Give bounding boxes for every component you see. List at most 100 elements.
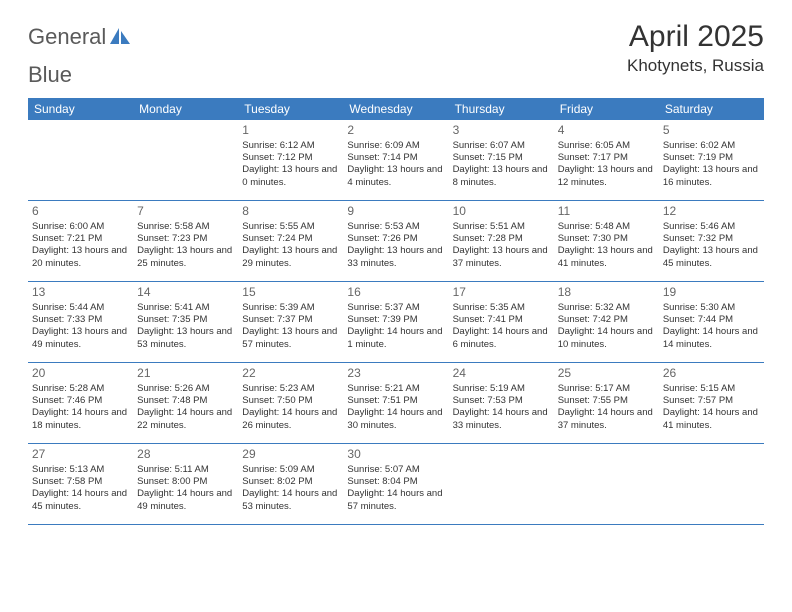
day-number: 9	[347, 204, 444, 220]
sunset-text: Sunset: 8:02 PM	[242, 476, 339, 488]
calendar-week-row: 13Sunrise: 5:44 AMSunset: 7:33 PMDayligh…	[28, 282, 764, 363]
calendar-day-cell	[554, 444, 659, 524]
day-number: 1	[242, 123, 339, 139]
calendar-day-cell: 21Sunrise: 5:26 AMSunset: 7:48 PMDayligh…	[133, 363, 238, 443]
weekday-header: Sunday	[28, 98, 133, 120]
sunset-text: Sunset: 7:37 PM	[242, 314, 339, 326]
daylight-text: Daylight: 13 hours and 16 minutes.	[663, 164, 760, 189]
sunrise-text: Sunrise: 5:13 AM	[32, 464, 129, 476]
calendar-day-cell: 4Sunrise: 6:05 AMSunset: 7:17 PMDaylight…	[554, 120, 659, 200]
sunrise-text: Sunrise: 5:11 AM	[137, 464, 234, 476]
calendar-day-cell: 18Sunrise: 5:32 AMSunset: 7:42 PMDayligh…	[554, 282, 659, 362]
day-number: 3	[453, 123, 550, 139]
day-number: 19	[663, 285, 760, 301]
daylight-text: Daylight: 13 hours and 53 minutes.	[137, 326, 234, 351]
sunrise-text: Sunrise: 6:09 AM	[347, 140, 444, 152]
sunset-text: Sunset: 7:58 PM	[32, 476, 129, 488]
calendar-day-cell: 23Sunrise: 5:21 AMSunset: 7:51 PMDayligh…	[343, 363, 448, 443]
calendar-day-cell: 24Sunrise: 5:19 AMSunset: 7:53 PMDayligh…	[449, 363, 554, 443]
calendar-body: 1Sunrise: 6:12 AMSunset: 7:12 PMDaylight…	[28, 120, 764, 525]
calendar-day-cell: 28Sunrise: 5:11 AMSunset: 8:00 PMDayligh…	[133, 444, 238, 524]
day-number: 11	[558, 204, 655, 220]
calendar-day-cell: 15Sunrise: 5:39 AMSunset: 7:37 PMDayligh…	[238, 282, 343, 362]
daylight-text: Daylight: 13 hours and 4 minutes.	[347, 164, 444, 189]
sunrise-text: Sunrise: 6:12 AM	[242, 140, 339, 152]
sunset-text: Sunset: 8:04 PM	[347, 476, 444, 488]
day-number: 16	[347, 285, 444, 301]
sunset-text: Sunset: 7:33 PM	[32, 314, 129, 326]
daylight-text: Daylight: 13 hours and 49 minutes.	[32, 326, 129, 351]
sunrise-text: Sunrise: 5:51 AM	[453, 221, 550, 233]
day-number: 18	[558, 285, 655, 301]
day-number: 21	[137, 366, 234, 382]
daylight-text: Daylight: 14 hours and 18 minutes.	[32, 407, 129, 432]
calendar-day-cell: 12Sunrise: 5:46 AMSunset: 7:32 PMDayligh…	[659, 201, 764, 281]
calendar-day-cell: 29Sunrise: 5:09 AMSunset: 8:02 PMDayligh…	[238, 444, 343, 524]
day-number: 10	[453, 204, 550, 220]
daylight-text: Daylight: 14 hours and 57 minutes.	[347, 488, 444, 513]
sunrise-text: Sunrise: 5:37 AM	[347, 302, 444, 314]
day-number: 7	[137, 204, 234, 220]
sunset-text: Sunset: 7:44 PM	[663, 314, 760, 326]
daylight-text: Daylight: 13 hours and 37 minutes.	[453, 245, 550, 270]
sunset-text: Sunset: 7:21 PM	[32, 233, 129, 245]
calendar-day-cell: 26Sunrise: 5:15 AMSunset: 7:57 PMDayligh…	[659, 363, 764, 443]
sunset-text: Sunset: 7:48 PM	[137, 395, 234, 407]
day-number: 4	[558, 123, 655, 139]
sunrise-text: Sunrise: 5:23 AM	[242, 383, 339, 395]
day-number: 20	[32, 366, 129, 382]
day-number: 12	[663, 204, 760, 220]
calendar-day-cell	[28, 120, 133, 200]
day-number: 25	[558, 366, 655, 382]
title-block: April 2025 Khotynets, Russia	[627, 20, 764, 76]
daylight-text: Daylight: 14 hours and 10 minutes.	[558, 326, 655, 351]
daylight-text: Daylight: 13 hours and 20 minutes.	[32, 245, 129, 270]
day-number: 14	[137, 285, 234, 301]
sunrise-text: Sunrise: 5:35 AM	[453, 302, 550, 314]
day-number: 17	[453, 285, 550, 301]
logo: General	[28, 24, 132, 50]
day-number: 26	[663, 366, 760, 382]
daylight-text: Daylight: 14 hours and 1 minute.	[347, 326, 444, 351]
sunrise-text: Sunrise: 5:15 AM	[663, 383, 760, 395]
sunset-text: Sunset: 7:39 PM	[347, 314, 444, 326]
sunrise-text: Sunrise: 5:53 AM	[347, 221, 444, 233]
sunrise-text: Sunrise: 6:02 AM	[663, 140, 760, 152]
calendar-day-cell: 11Sunrise: 5:48 AMSunset: 7:30 PMDayligh…	[554, 201, 659, 281]
sunrise-text: Sunrise: 5:46 AM	[663, 221, 760, 233]
sunset-text: Sunset: 7:23 PM	[137, 233, 234, 245]
calendar-day-cell: 20Sunrise: 5:28 AMSunset: 7:46 PMDayligh…	[28, 363, 133, 443]
daylight-text: Daylight: 13 hours and 33 minutes.	[347, 245, 444, 270]
calendar-day-cell: 30Sunrise: 5:07 AMSunset: 8:04 PMDayligh…	[343, 444, 448, 524]
sunset-text: Sunset: 7:53 PM	[453, 395, 550, 407]
weekday-header: Saturday	[659, 98, 764, 120]
daylight-text: Daylight: 14 hours and 26 minutes.	[242, 407, 339, 432]
calendar-day-cell: 25Sunrise: 5:17 AMSunset: 7:55 PMDayligh…	[554, 363, 659, 443]
sunset-text: Sunset: 7:46 PM	[32, 395, 129, 407]
daylight-text: Daylight: 14 hours and 49 minutes.	[137, 488, 234, 513]
daylight-text: Daylight: 13 hours and 57 minutes.	[242, 326, 339, 351]
weekday-header: Tuesday	[238, 98, 343, 120]
calendar-day-cell	[449, 444, 554, 524]
sunset-text: Sunset: 7:35 PM	[137, 314, 234, 326]
calendar-day-cell: 13Sunrise: 5:44 AMSunset: 7:33 PMDayligh…	[28, 282, 133, 362]
sunrise-text: Sunrise: 5:41 AM	[137, 302, 234, 314]
daylight-text: Daylight: 14 hours and 33 minutes.	[453, 407, 550, 432]
sunset-text: Sunset: 7:26 PM	[347, 233, 444, 245]
sunrise-text: Sunrise: 5:19 AM	[453, 383, 550, 395]
sunset-text: Sunset: 8:00 PM	[137, 476, 234, 488]
calendar-day-cell: 10Sunrise: 5:51 AMSunset: 7:28 PMDayligh…	[449, 201, 554, 281]
daylight-text: Daylight: 13 hours and 29 minutes.	[242, 245, 339, 270]
sunset-text: Sunset: 7:41 PM	[453, 314, 550, 326]
weekday-header: Monday	[133, 98, 238, 120]
calendar-week-row: 20Sunrise: 5:28 AMSunset: 7:46 PMDayligh…	[28, 363, 764, 444]
calendar-day-cell: 19Sunrise: 5:30 AMSunset: 7:44 PMDayligh…	[659, 282, 764, 362]
calendar-day-cell: 14Sunrise: 5:41 AMSunset: 7:35 PMDayligh…	[133, 282, 238, 362]
calendar-day-cell: 22Sunrise: 5:23 AMSunset: 7:50 PMDayligh…	[238, 363, 343, 443]
calendar-day-cell: 17Sunrise: 5:35 AMSunset: 7:41 PMDayligh…	[449, 282, 554, 362]
sunset-text: Sunset: 7:15 PM	[453, 152, 550, 164]
calendar-day-cell: 16Sunrise: 5:37 AMSunset: 7:39 PMDayligh…	[343, 282, 448, 362]
calendar-day-cell: 27Sunrise: 5:13 AMSunset: 7:58 PMDayligh…	[28, 444, 133, 524]
calendar-day-cell: 6Sunrise: 6:00 AMSunset: 7:21 PMDaylight…	[28, 201, 133, 281]
month-title: April 2025	[627, 20, 764, 54]
